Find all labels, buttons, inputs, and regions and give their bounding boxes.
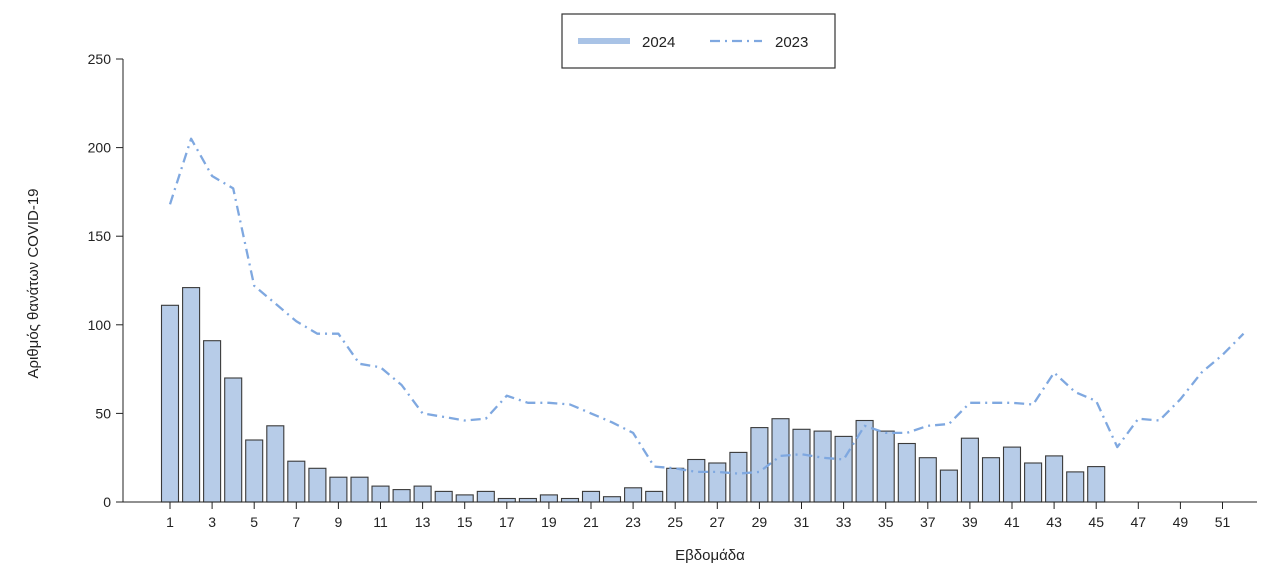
- x-tick-label-31: 31: [794, 514, 810, 530]
- x-tick-label-41: 41: [1004, 514, 1020, 530]
- bar-2024-week-26: [687, 458, 706, 503]
- x-tick-label-5: 5: [250, 514, 258, 530]
- y-tick-label-250: 250: [88, 51, 112, 67]
- bar-2024-week-27: [708, 462, 727, 503]
- bar-2024-week-11: [371, 485, 390, 503]
- x-tick-label-29: 29: [752, 514, 768, 530]
- legend-label-2023: 2023: [775, 34, 808, 51]
- bar-2024-week-31: [792, 428, 811, 503]
- bar-2024-week-15: [455, 494, 474, 503]
- bar-2024-week-8: [308, 467, 327, 503]
- x-tick-label-17: 17: [499, 514, 515, 530]
- legend: 2024 2023: [561, 13, 836, 69]
- bar-2024-week-29: [750, 427, 769, 503]
- bar-2024-week-28: [729, 451, 748, 503]
- y-tick-label-200: 200: [88, 140, 112, 156]
- x-tick-label-13: 13: [415, 514, 431, 530]
- bar-2024-week-40: [981, 457, 1001, 503]
- x-axis-title: Εβδομάδα: [675, 547, 745, 564]
- y-tick-label-150: 150: [88, 228, 112, 244]
- x-tick-label-45: 45: [1088, 514, 1104, 530]
- bar-2024-week-23: [624, 487, 643, 503]
- x-tick-label-25: 25: [667, 514, 683, 530]
- x-tick-label-9: 9: [335, 514, 343, 530]
- x-tick-label-43: 43: [1046, 514, 1062, 530]
- bar-2024-week-22: [602, 496, 622, 503]
- x-tick-label-11: 11: [373, 514, 388, 530]
- bar-2024-week-32: [813, 430, 832, 503]
- bar-2024-week-7: [287, 460, 306, 503]
- x-tick-label-23: 23: [625, 514, 641, 530]
- x-axis: 1 3 5 7 9 11 13 15 17 19 21 23 25 27 29 31 33 35 37 39 41 43 4…: [123, 501, 1257, 530]
- x-tick-label-39: 39: [962, 514, 978, 530]
- bar-2024-week-33: [834, 435, 853, 503]
- x-tick-label-47: 47: [1131, 514, 1147, 530]
- bar-2024-week-17: [497, 497, 516, 503]
- bar-2024-week-12: [392, 489, 411, 503]
- plot-area: [160, 137, 1245, 503]
- bar-2024-week-21: [581, 490, 601, 503]
- bar-2024-week-36: [897, 442, 916, 503]
- bar-2024-week-2: [182, 287, 201, 503]
- bar-2024-week-20: [560, 497, 580, 503]
- x-tick-label-19: 19: [541, 514, 557, 530]
- bar-2024-week-34: [855, 419, 874, 503]
- bar-2024-week-44: [1066, 471, 1085, 503]
- bar-2024-week-30: [771, 418, 790, 503]
- x-tick-label-15: 15: [457, 514, 473, 530]
- y-axis-title: Αριθμός θανάτων COVID-19: [25, 188, 42, 378]
- x-tick-label-51: 51: [1215, 514, 1231, 530]
- x-tick-label-1: 1: [166, 514, 174, 530]
- y-axis: 0 50 100 150 200 250: [88, 51, 124, 510]
- bar-2024-week-14: [434, 490, 453, 503]
- bar-2024-week-35: [876, 430, 895, 503]
- bar-2024-week-24: [645, 490, 664, 503]
- x-tick-label-3: 3: [208, 514, 216, 530]
- x-tick-label-49: 49: [1173, 514, 1189, 530]
- x-tick-label-35: 35: [878, 514, 894, 530]
- x-tick-label-7: 7: [292, 514, 300, 530]
- legend-label-2024: 2024: [642, 34, 675, 51]
- bar-2024-week-45: [1087, 466, 1106, 503]
- bar-2024-week-37: [918, 457, 937, 503]
- bar-2024-week-3: [203, 340, 222, 503]
- bar-2024-week-42: [1024, 462, 1043, 503]
- x-tick-label-27: 27: [710, 514, 726, 530]
- bar-2024-week-9: [329, 476, 348, 503]
- bar-2024-week-25: [666, 467, 685, 503]
- bar-2024-week-4: [224, 377, 243, 503]
- bar-2024-week-5: [245, 439, 264, 503]
- y-tick-label-0: 0: [103, 494, 111, 510]
- bar-2024-week-16: [476, 490, 495, 503]
- bar-2024-week-6: [266, 425, 285, 503]
- bar-2024-week-19: [539, 494, 558, 503]
- bar-2024-week-13: [413, 485, 432, 503]
- bar-2024-week-38: [939, 469, 958, 503]
- bar-2024-week-10: [350, 476, 369, 503]
- y-tick-label-50: 50: [95, 405, 111, 421]
- x-tick-label-21: 21: [583, 514, 599, 530]
- bar-2024-week-18: [518, 497, 537, 503]
- bar-2024-week-1: [160, 304, 180, 503]
- x-tick-label-37: 37: [920, 514, 936, 530]
- bar-2024-week-39: [960, 437, 979, 503]
- x-tick-label-33: 33: [836, 514, 852, 530]
- y-tick-label-100: 100: [88, 317, 112, 333]
- bar-2024-week-43: [1045, 455, 1064, 503]
- line-2023: [168, 137, 1245, 475]
- bar-2024-week-41: [1002, 446, 1022, 503]
